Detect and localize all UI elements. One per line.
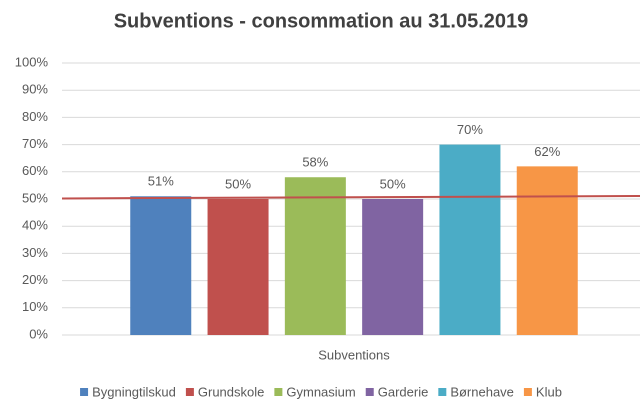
bar (207, 199, 269, 335)
y-tick-label: 10% (22, 299, 48, 314)
data-label: 50% (225, 176, 251, 191)
y-tick-label: 90% (22, 82, 48, 97)
legend-swatch (523, 388, 532, 396)
y-tick-label: 70% (22, 136, 48, 151)
legend-label: Bygningtilskud (92, 384, 176, 399)
legend-swatch (365, 388, 374, 396)
data-label: 58% (302, 155, 328, 170)
y-tick-label: 100% (15, 54, 49, 69)
data-label: 62% (534, 144, 560, 159)
data-label: 51% (148, 174, 174, 189)
legend-label: Grundskole (198, 384, 264, 399)
data-label: 50% (380, 176, 406, 191)
bar (130, 196, 192, 335)
y-tick-label: 60% (22, 163, 48, 178)
legend-label: Børnehave (450, 384, 514, 399)
y-tick-label: 30% (22, 245, 48, 260)
bar (439, 144, 501, 335)
legend-swatch (80, 388, 89, 396)
data-label: 70% (457, 122, 483, 137)
y-tick-label: 50% (22, 190, 48, 205)
bar (516, 166, 578, 335)
reference-line (61, 195, 641, 200)
legend-label: Klub (536, 384, 562, 399)
x-tick-label: Subventions (318, 347, 390, 362)
legend-swatch (274, 388, 283, 396)
y-tick-label: 0% (29, 326, 48, 341)
legend-swatch (438, 388, 447, 396)
y-tick-label: 20% (22, 272, 48, 287)
legend-label: Gymnasium (286, 384, 355, 399)
y-tick-label: 40% (22, 218, 48, 233)
legend-swatch (185, 388, 194, 396)
chart-title: Subventions - consommation au 31.05.2019 (114, 10, 529, 32)
y-tick-label: 80% (22, 109, 48, 124)
bar (362, 199, 424, 335)
legend-label: Garderie (378, 384, 429, 399)
bar (284, 177, 346, 335)
